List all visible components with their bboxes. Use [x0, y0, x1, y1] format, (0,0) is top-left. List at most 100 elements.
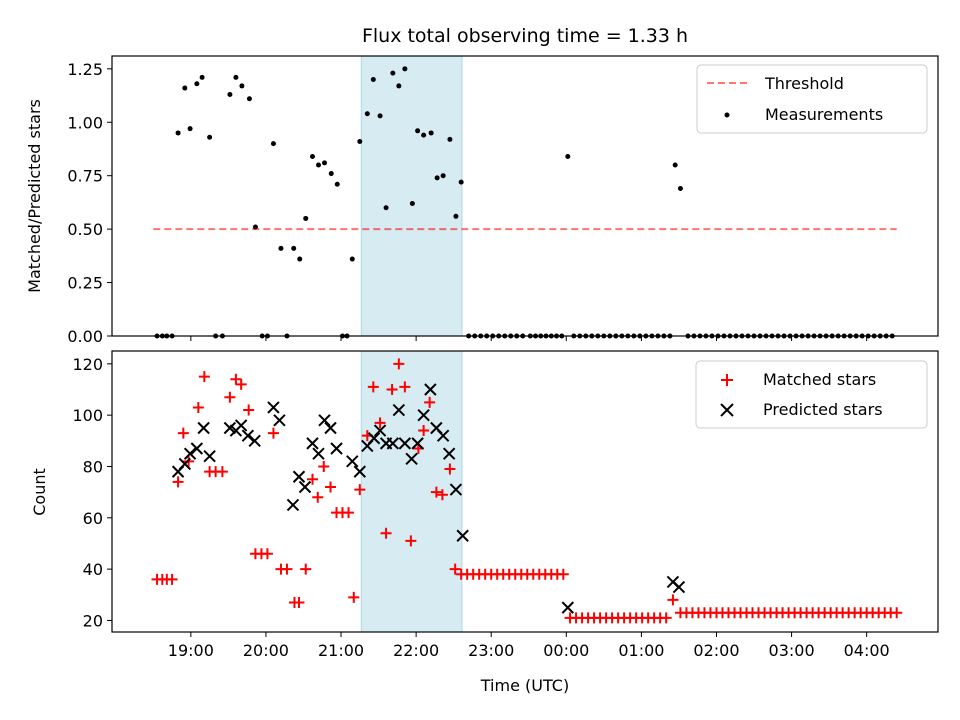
measurement-point: [402, 66, 408, 72]
predicted-star-marker: [197, 421, 210, 435]
matched-star-marker: [235, 378, 247, 390]
measurement-point: [199, 74, 205, 80]
predicted-star-marker: [672, 580, 686, 594]
measurement-point: [252, 224, 258, 230]
predicted-star-marker: [346, 455, 359, 468]
measurement-point: [672, 162, 678, 168]
matched-star-marker: [367, 381, 379, 393]
measurement-point: [447, 136, 453, 142]
predicted-star-marker: [392, 403, 406, 417]
measurement-point: [357, 138, 363, 144]
measurement-point: [409, 200, 415, 206]
measurement-point: [328, 171, 334, 177]
measurement-point: [187, 126, 193, 132]
predicted-star-marker: [417, 408, 430, 422]
predicted-star-marker: [312, 447, 325, 460]
measurement-point: [207, 134, 213, 140]
measurement-point: [270, 141, 276, 147]
predicted-star-marker: [286, 498, 300, 512]
predicted-star-marker: [324, 421, 337, 435]
matched-star-marker: [424, 396, 436, 408]
predicted-star-marker: [241, 429, 255, 442]
matched-star-marker: [243, 404, 255, 416]
measurement-point: [415, 128, 421, 134]
predicted-star-marker: [183, 447, 197, 460]
top-y-tick-label: 0.50: [67, 220, 103, 239]
predicted-star-marker: [561, 601, 575, 614]
bottom-y-tick-label: 60: [83, 509, 103, 528]
chart-title: Flux total observing time = 1.33 h: [362, 25, 688, 47]
bottom-y-tick-label: 100: [72, 406, 103, 425]
matched-star-marker: [667, 594, 679, 606]
matched-star-marker: [444, 463, 456, 475]
predicted-star-marker: [367, 432, 381, 445]
measurement-point: [194, 81, 200, 87]
measurement-point: [322, 160, 328, 166]
matched-star-marker: [300, 563, 312, 575]
predicted-star-marker: [373, 424, 387, 437]
top-highlight-span: [360, 55, 463, 337]
predicted-star-marker: [318, 414, 331, 427]
matched-star-marker: [172, 476, 184, 488]
bottom-panel: 20 40 60 80 100 120 19:00 20:00 21:00 22:00 23:00…: [30, 350, 939, 695]
top-legend: Threshold Measurements: [696, 64, 928, 134]
top-y-ticks: 0.00 0.25 0.50 0.75 1.00 1.25: [67, 60, 112, 346]
matched-star-marker: [343, 507, 355, 519]
predicted-star-marker: [411, 437, 424, 450]
predicted-star-marker: [456, 529, 469, 542]
matched-star-marker: [449, 563, 461, 575]
matched-star-marker: [660, 612, 672, 624]
predicted-star-marker: [436, 429, 450, 442]
bottom-y-tick-label: 20: [83, 611, 103, 630]
matched-star-marker: [312, 491, 324, 503]
measurement-point: [396, 83, 402, 89]
matched-star-marker: [224, 391, 236, 403]
top-y-tick-label: 1.25: [67, 60, 103, 79]
x-tick-label: 00:00: [543, 641, 589, 660]
predicted-star-marker: [398, 437, 412, 450]
measurement-point: [175, 130, 181, 136]
bottom-y-tick-label: 40: [83, 560, 103, 579]
bottom-y-axis-label: Count: [30, 468, 49, 516]
predicted-star-marker: [330, 442, 343, 455]
matched-star-marker: [557, 568, 569, 580]
x-tick-label: 23:00: [468, 641, 514, 660]
measurement-point: [565, 153, 571, 159]
matched-star-marker: [374, 417, 386, 429]
legend-threshold-label: Threshold: [764, 74, 844, 93]
matched-star-marker: [325, 481, 337, 493]
x-axis-label: Time (UTC): [480, 676, 569, 695]
top-plot-frame: [111, 55, 939, 337]
bottom-y-tick-label: 120: [72, 355, 103, 374]
matched-star-marker: [306, 473, 318, 485]
x-tick-label: 01:00: [618, 641, 664, 660]
legend-matched-swatch: [721, 374, 733, 386]
measurement-point: [233, 74, 239, 80]
measurement-point: [370, 77, 376, 83]
predicted-stars-points: [171, 383, 686, 614]
matched-star-marker: [267, 427, 279, 439]
matched-star-marker: [430, 486, 442, 498]
x-tick-label: 21:00: [318, 641, 364, 660]
predicted-star-marker: [190, 442, 204, 455]
matched-star-marker: [405, 535, 417, 547]
legend-measurements-swatch: [724, 112, 730, 118]
measurement-point: [421, 132, 427, 138]
top-y-tick-label: 0.75: [67, 167, 103, 186]
predicted-star-marker: [306, 437, 319, 450]
predicted-star-marker: [248, 434, 261, 448]
measurement-point: [383, 205, 389, 211]
measurement-point: [364, 111, 370, 117]
measurement-point: [316, 162, 321, 168]
measurement-point: [297, 256, 303, 262]
measurement-point: [390, 70, 396, 76]
predicted-star-marker: [203, 450, 216, 463]
matched-star-marker: [198, 371, 210, 383]
x-tick-label: 20:00: [243, 641, 289, 660]
matched-star-marker: [418, 425, 430, 437]
bottom-y-ticks: 20 40 60 80 100 120: [72, 355, 112, 630]
matched-star-marker: [216, 466, 228, 478]
predicted-star-marker: [386, 437, 400, 450]
x-tick-label: 02:00: [693, 641, 739, 660]
predicted-star-marker: [298, 480, 312, 494]
